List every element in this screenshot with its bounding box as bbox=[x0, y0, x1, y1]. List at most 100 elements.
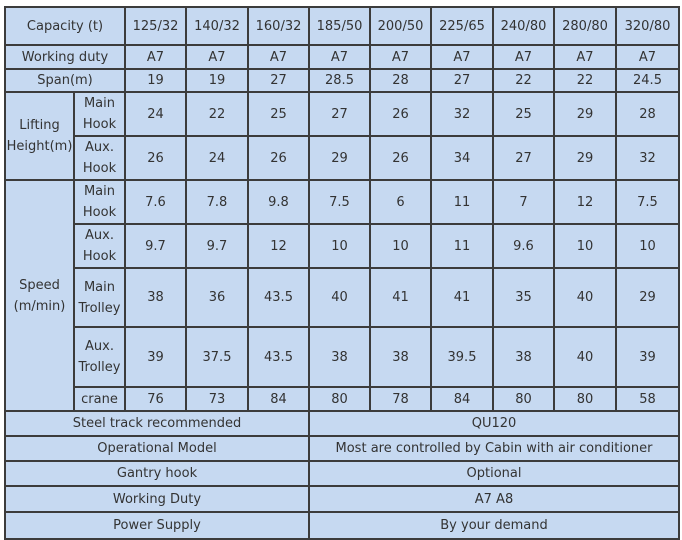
header-row: Capacity (t) 125/32 140/32 160/32 185/50 200/… bbox=[4, 6, 680, 46]
lifting-height-value: 32 bbox=[430, 91, 494, 137]
speed-value: 6 bbox=[369, 179, 432, 225]
footer-label: Steel track recommended bbox=[4, 410, 310, 437]
speed-value: 10 bbox=[308, 223, 371, 269]
footer-label: Operational Model bbox=[4, 435, 310, 462]
speed-value: 9.8 bbox=[247, 179, 310, 225]
span-value: 19 bbox=[185, 68, 249, 93]
footer-value: Most are controlled by Cabin with air co… bbox=[308, 435, 680, 462]
lifting-height-value: 26 bbox=[247, 135, 310, 181]
lifting-height-value: 26 bbox=[369, 135, 432, 181]
speed-row: Main Trolley 38 36 43.5 40 41 41 35 40 29 bbox=[5, 267, 680, 328]
span-label: Span(m) bbox=[4, 68, 126, 93]
lifting-height-value: 32 bbox=[615, 135, 680, 181]
footer-label: Working Duty bbox=[4, 485, 310, 513]
span-value: 22 bbox=[492, 68, 555, 93]
lifting-height-value: 26 bbox=[369, 91, 432, 137]
sub-label: crane bbox=[73, 386, 126, 412]
capacity-label: Capacity (t) bbox=[4, 6, 126, 46]
sub-label: Main Hook bbox=[73, 179, 126, 225]
span-value: 28 bbox=[369, 68, 432, 93]
speed-value: 29 bbox=[615, 267, 680, 328]
working-duty-label: Working duty bbox=[4, 44, 126, 70]
speed-value: 43.5 bbox=[247, 267, 310, 328]
lifting-height-value: 29 bbox=[308, 135, 371, 181]
speed-value: 12 bbox=[247, 223, 310, 269]
speed-value: 38 bbox=[124, 267, 187, 328]
lifting-height-value: 22 bbox=[185, 91, 249, 137]
capacity-value: 320/80 bbox=[615, 6, 680, 46]
capacity-value: 225/65 bbox=[430, 6, 494, 46]
speed-value: 38 bbox=[308, 326, 371, 388]
working-duty-value: A7 bbox=[124, 44, 187, 70]
sub-label: Aux. Trolley bbox=[73, 326, 126, 388]
sub-label: Main Trolley bbox=[73, 267, 126, 328]
span-value: 27 bbox=[430, 68, 494, 93]
speed-value: 9.6 bbox=[492, 223, 555, 269]
span-value: 22 bbox=[553, 68, 617, 93]
lifting-height-value: 29 bbox=[553, 91, 617, 137]
speed-value: 10 bbox=[369, 223, 432, 269]
speed-value: 43.5 bbox=[247, 326, 310, 388]
speed-value: 40 bbox=[553, 267, 617, 328]
footer-row: Power Supply By your demand bbox=[4, 511, 680, 540]
footer-row: Working Duty A7 A8 bbox=[4, 485, 680, 513]
span-value: 19 bbox=[124, 68, 187, 93]
lifting-height-value: 27 bbox=[308, 91, 371, 137]
speed-value: 7.8 bbox=[185, 179, 249, 225]
speed-value: 9.7 bbox=[185, 223, 249, 269]
footer-label: Gantry hook bbox=[4, 460, 310, 487]
speed-value: 80 bbox=[492, 386, 555, 412]
sub-label: Aux. Hook bbox=[73, 223, 126, 269]
speed-value: 7.5 bbox=[615, 179, 680, 225]
speed-value: 38 bbox=[369, 326, 432, 388]
speed-value: 9.7 bbox=[124, 223, 187, 269]
speed-value: 39 bbox=[615, 326, 680, 388]
lifting-height-value: 24 bbox=[185, 135, 249, 181]
working-duty-value: A7 bbox=[430, 44, 494, 70]
speed-value: 7 bbox=[492, 179, 555, 225]
speed-value: 80 bbox=[308, 386, 371, 412]
lifting-height-value: 34 bbox=[430, 135, 494, 181]
crane-spec-table: Capacity (t) 125/32 140/32 160/32 185/50 200/… bbox=[4, 6, 680, 540]
footer-row: Steel track recommended QU120 bbox=[4, 410, 680, 437]
speed-value: 12 bbox=[553, 179, 617, 225]
lifting-height-value: 28 bbox=[615, 91, 680, 137]
span-row: Span(m) 19 19 27 28.5 28 27 22 22 24.5 bbox=[4, 68, 680, 93]
capacity-value: 185/50 bbox=[308, 6, 371, 46]
lifting-height-label: Lifting Height(m) bbox=[4, 91, 75, 181]
speed-row: Speed (m/min) Main Hook 7.6 7.8 9.8 7.5 6 11 7 12… bbox=[4, 179, 680, 412]
footer-value: A7 A8 bbox=[308, 485, 680, 513]
working-duty-row: Working duty A7 A7 A7 A7 A7 A7 A7 A7 A7 bbox=[4, 44, 680, 70]
working-duty-value: A7 bbox=[247, 44, 310, 70]
speed-label: Speed (m/min) bbox=[4, 179, 75, 412]
capacity-value: 125/32 bbox=[124, 6, 187, 46]
working-duty-value: A7 bbox=[615, 44, 680, 70]
working-duty-value: A7 bbox=[553, 44, 617, 70]
span-value: 28.5 bbox=[308, 68, 371, 93]
span-value: 24.5 bbox=[615, 68, 680, 93]
speed-value: 40 bbox=[553, 326, 617, 388]
speed-value: 84 bbox=[247, 386, 310, 412]
speed-value: 78 bbox=[369, 386, 432, 412]
sub-label: Main Hook bbox=[73, 91, 126, 137]
capacity-value: 160/32 bbox=[247, 6, 310, 46]
footer-row: Operational Model Most are controlled by … bbox=[4, 435, 680, 462]
working-duty-value: A7 bbox=[308, 44, 371, 70]
lifting-height-value: 26 bbox=[124, 135, 187, 181]
lifting-height-value: 25 bbox=[247, 91, 310, 137]
speed-value: 84 bbox=[430, 386, 494, 412]
capacity-value: 140/32 bbox=[185, 6, 249, 46]
speed-value: 11 bbox=[430, 223, 494, 269]
span-value: 27 bbox=[247, 68, 310, 93]
working-duty-value: A7 bbox=[185, 44, 249, 70]
footer-value: QU120 bbox=[308, 410, 680, 437]
capacity-value: 240/80 bbox=[492, 6, 555, 46]
speed-value: 73 bbox=[185, 386, 249, 412]
footer-label: Power Supply bbox=[4, 511, 310, 540]
speed-value: 40 bbox=[308, 267, 371, 328]
speed-value: 7.6 bbox=[124, 179, 187, 225]
speed-value: 58 bbox=[615, 386, 680, 412]
speed-row: crane 76 73 84 80 78 84 80 80 58 bbox=[5, 386, 680, 412]
working-duty-value: A7 bbox=[369, 44, 432, 70]
lifting-height-row: Aux. Hook 26 24 26 29 26 34 27 29 32 bbox=[5, 135, 680, 181]
